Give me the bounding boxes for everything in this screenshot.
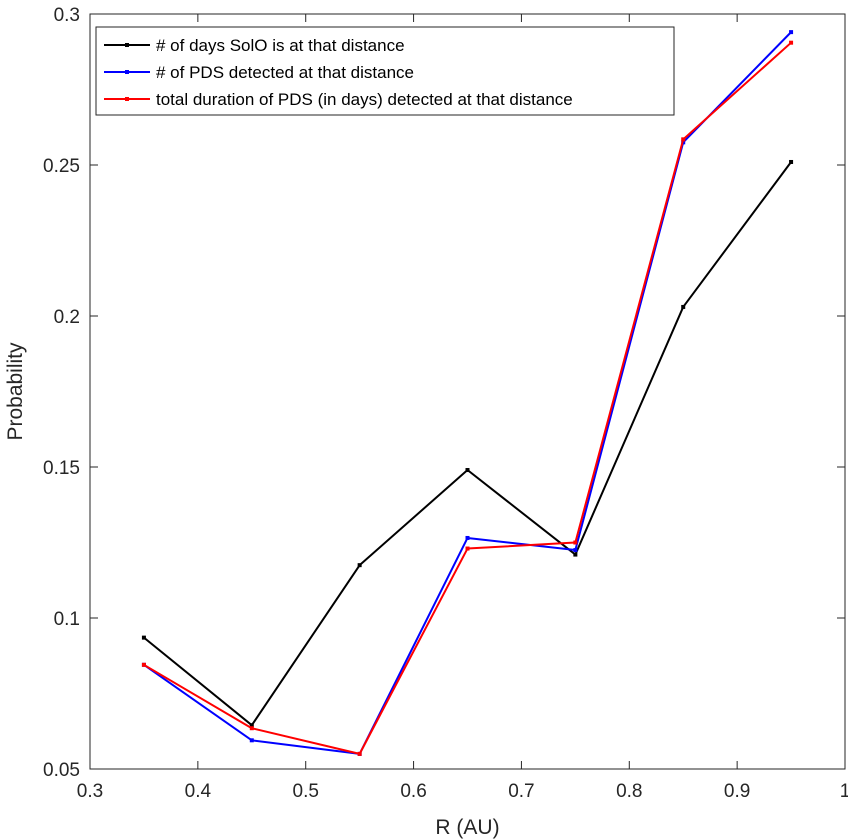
x-tick-label: 0.4: [185, 781, 212, 802]
series-1: [141, 159, 794, 728]
series-line-3: [143, 41, 792, 755]
legend: # of days SolO is at that distance # of …: [95, 26, 675, 116]
data-point: [573, 540, 578, 545]
data-point: [465, 468, 470, 473]
axes-box: [89, 13, 846, 770]
data-point: [141, 662, 146, 667]
y-tick-label: 0.2: [54, 307, 80, 328]
x-tick-label: 1: [840, 781, 848, 802]
y-axis-label: Probability: [4, 342, 27, 441]
legend-entry-1: # of days SolO is at that distance: [104, 36, 405, 55]
legend-label-3: total duration of PDS (in days) detected…: [156, 90, 573, 109]
legend-marker-3: [125, 97, 129, 101]
x-axis-label: R (AU): [435, 816, 499, 839]
y-tick-label: 0.15: [43, 458, 80, 479]
data-point: [465, 546, 470, 551]
ticks-layer: 0.3 0.4 0.5 0.6 0.7 0.8 0.9 1 0.05 0.1 0.15 0.2 0.25…: [43, 5, 848, 802]
x-tick-label: 0.9: [724, 781, 750, 802]
legend-marker-2: [125, 70, 129, 74]
legend-entry-2: # of PDS detected at that distance: [104, 63, 414, 82]
legend-box: [95, 26, 675, 116]
x-tick-label: 0.5: [293, 781, 319, 802]
series-2: [141, 30, 794, 756]
legend-marker-1: [125, 43, 129, 47]
x-tick-label: 0.6: [400, 781, 426, 802]
y-tick-label: 0.25: [43, 156, 80, 177]
data-point: [465, 535, 470, 540]
legend-label-1: # of days SolO is at that distance: [156, 36, 405, 55]
data-point: [357, 751, 362, 756]
data-point: [141, 635, 146, 640]
data-point: [357, 563, 362, 568]
data-point: [249, 726, 254, 731]
data-point: [789, 159, 794, 164]
data-point: [573, 552, 578, 557]
series-layer: [141, 30, 794, 756]
data-point: [789, 30, 794, 35]
y-tick-label: 0.3: [54, 5, 80, 26]
y-tick-label: 0.05: [43, 760, 80, 781]
y-tick-label: 0.1: [54, 609, 80, 630]
data-point: [681, 304, 686, 309]
x-tick-label: 0.3: [77, 781, 103, 802]
series-line-2: [143, 31, 792, 755]
series-line-1: [143, 161, 792, 727]
data-point: [789, 40, 794, 45]
legend-label-2: # of PDS detected at that distance: [156, 63, 414, 82]
data-point: [249, 723, 254, 728]
series-3: [141, 40, 794, 756]
legend-entry-3: total duration of PDS (in days) detected…: [104, 90, 573, 109]
data-point: [681, 137, 686, 142]
x-tick-label: 0.8: [616, 781, 642, 802]
x-tick-label: 0.7: [508, 781, 534, 802]
data-point: [573, 548, 578, 553]
data-point: [249, 738, 254, 743]
